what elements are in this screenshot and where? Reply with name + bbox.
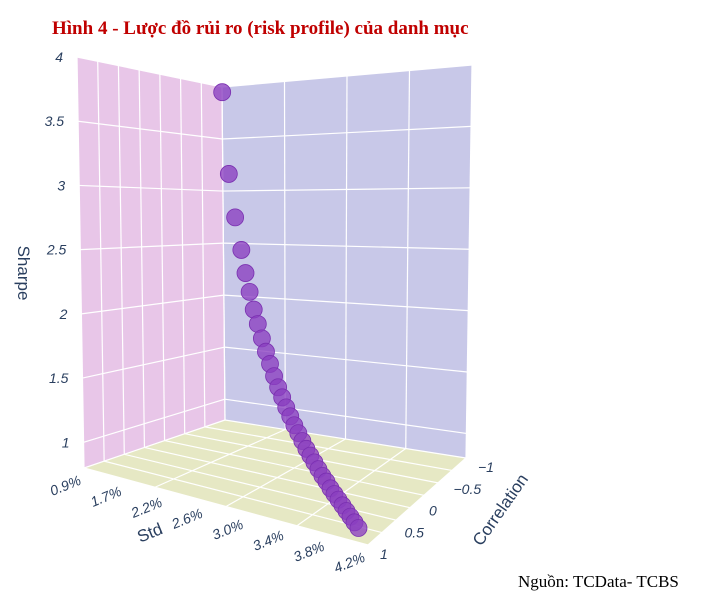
data-point — [232, 241, 251, 259]
std-tick-label: 3.0% — [210, 516, 246, 543]
data-point — [219, 165, 238, 183]
chart-walls — [77, 57, 472, 545]
std-gridline-wall — [179, 78, 186, 434]
std-gridline-wall — [159, 74, 166, 441]
sharpe-tick-label: 1.5 — [49, 370, 69, 386]
std-tick-label: 2.2% — [128, 494, 165, 521]
data-point — [236, 264, 255, 282]
chart-points — [213, 83, 368, 537]
std-tick-label: 2.6% — [168, 505, 205, 532]
corr-gridline-floor — [296, 448, 407, 527]
std-gridline-wall — [117, 65, 125, 455]
correlation-tick-label: 1 — [380, 546, 388, 562]
sharpe-gridline-left — [81, 294, 224, 315]
correlation-tick-label: −1 — [478, 459, 494, 475]
sharpe-gridline-left — [78, 120, 223, 140]
corr-gridline-floor — [83, 419, 226, 469]
data-point — [226, 208, 245, 227]
std-gridline-wall — [138, 69, 146, 448]
corr-gridline-wall — [465, 64, 473, 459]
std-gridline-wall — [76, 56, 85, 469]
sharpe-gridline-left — [76, 56, 223, 88]
corr-gridline-floor — [225, 438, 346, 508]
corr-gridline-wall — [405, 70, 411, 449]
correlation-tick-label: −0.5 — [454, 481, 482, 497]
std-tick-label: 1.7% — [88, 483, 124, 510]
sharpe-gridline-left — [82, 346, 225, 379]
sharpe-tick-label: 3 — [57, 177, 65, 193]
sharpe-tick-label: 1 — [62, 434, 70, 450]
correlation-tick-label: 0 — [429, 503, 437, 519]
corr-gridline-floor — [154, 428, 286, 488]
data-point — [349, 519, 368, 537]
data-point — [240, 282, 259, 301]
sharpe-gridline-left — [80, 242, 224, 251]
std-tick-label: 3.8% — [291, 538, 327, 565]
sharpe-axis-title: Sharpe — [14, 246, 33, 301]
data-point — [213, 83, 232, 102]
std-tick-label: 3.4% — [250, 527, 286, 554]
sharpe-tick-label: 3.5 — [45, 113, 65, 129]
std-tick-label: 4.2% — [332, 549, 368, 576]
figure-title: Hình 4 - Lược đồ rủi ro (risk profile) c… — [52, 18, 469, 39]
std-gridline-wall — [97, 61, 105, 462]
sharpe-tick-label: 2 — [59, 306, 68, 322]
left-wall — [77, 57, 225, 468]
sharpe-tick-label: 4 — [55, 49, 63, 65]
std-gridline-wall — [200, 82, 206, 427]
corr-gridline-wall — [344, 75, 348, 440]
chart-gridlines — [76, 56, 473, 546]
std-tick-label: 0.9% — [48, 472, 84, 499]
source-note: Nguồn: TCData- TCBS — [518, 572, 679, 591]
correlation-tick-label: 0.5 — [405, 524, 425, 540]
std-axis-title: Std — [135, 519, 166, 546]
sharpe-gridline-left — [79, 184, 223, 192]
corr-gridline-floor — [367, 457, 467, 546]
corr-gridline-wall — [221, 86, 226, 421]
sharpe-gridline-left — [83, 398, 225, 443]
sharpe-tick-label: 2.5 — [46, 242, 67, 258]
corr-gridline-wall — [283, 81, 286, 430]
